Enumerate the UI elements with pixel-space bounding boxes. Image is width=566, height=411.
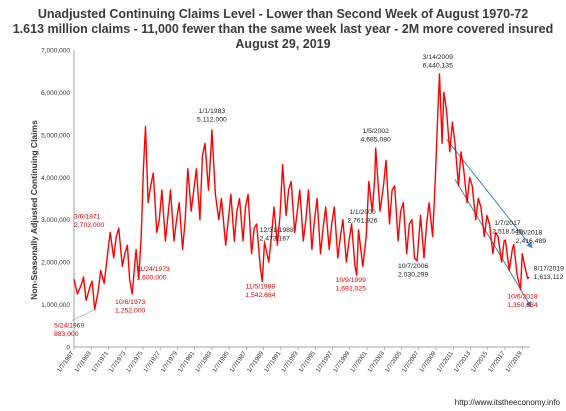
y-tick-label: 7,000,000 — [41, 48, 70, 55]
annotation-date: 5/24/1969 — [54, 323, 84, 330]
chart-date: August 29, 2019 — [235, 37, 331, 51]
annotation-value: 2,703,000 — [74, 222, 104, 229]
x-tick-label: 1/7/2019 — [504, 350, 524, 374]
annotation-date: 3/14/2009 — [423, 54, 453, 61]
annotation-value: 4,685,080 — [361, 137, 391, 144]
annotation-value: 1,613,112 — [534, 274, 564, 281]
y-tick-label: 0 — [66, 345, 70, 352]
annotation-value: 2,761,926 — [347, 217, 377, 224]
annotation-value: 2,030,299 — [398, 271, 428, 278]
annotation-date: 1/1/1983 — [199, 108, 226, 115]
claims-series-line — [73, 73, 530, 311]
annotation-value: 6,440,135 — [423, 62, 453, 69]
annotation-value: 1,542,684 — [245, 292, 275, 299]
annotation-date: 10/9/1999 — [336, 277, 366, 284]
annotation-value: 1,692,025 — [336, 286, 366, 293]
annotation-leader — [71, 309, 95, 321]
y-tick-label: 5,000,000 — [41, 132, 70, 139]
y-axis-label: Non-Seasonally Adjusted Continuing Claim… — [29, 120, 39, 300]
annotation: 1/1/1983 5,112,000 — [197, 108, 227, 124]
annotation-value: 883,000 — [54, 331, 79, 338]
annotation: 11/24/1973 1,600,000 — [136, 266, 170, 282]
annotation: 3/6/1971 2,703,000 — [74, 213, 104, 229]
chart-subtitle: 1.613 million claims - 11,000 fewer than… — [12, 22, 554, 36]
y-tick-label: 3,000,000 — [41, 217, 70, 224]
y-tick-label: 1,000,000 — [41, 302, 70, 309]
annotation-date: 11/5/1988 — [245, 284, 275, 291]
annotation-date: 3/6/1971 — [74, 213, 101, 220]
annotation-value: 1,600,000 — [136, 275, 166, 282]
annotation: 1/5/2002 4,685,080 — [361, 128, 391, 144]
annotation-date: 1/6/2018 — [516, 229, 543, 236]
annotation-value: 2,518,545 — [492, 229, 522, 236]
annotation-value: 2,473,167 — [260, 236, 290, 243]
annotation-date: 1/5/2002 — [362, 128, 389, 135]
annotation-date: 1/1/2000 — [349, 209, 376, 216]
annotation: 10/9/1999 1,692,025 — [336, 277, 366, 293]
annotation-value: 5,112,000 — [197, 117, 227, 124]
annotation: 1/6/2018 2,416,489 — [516, 229, 546, 245]
y-tick-label: 4,000,000 — [41, 175, 70, 182]
y-tick-label: 2,000,000 — [41, 260, 70, 267]
annotation-date: 1/7/2017 — [494, 220, 521, 227]
annotation-date: 10/6/1973 — [115, 299, 145, 306]
source-credit[interactable]: http://www.itstheeconomy.info — [454, 398, 560, 407]
x-axis: 1/7/19671/7/19691/7/19711/7/19731/7/1975… — [56, 346, 530, 374]
y-tick-label: 6,000,000 — [41, 90, 70, 97]
annotation-date: 10/6/2018 — [507, 294, 537, 301]
annotation: 1/7/2017 2,518,545 — [492, 220, 522, 236]
series-group — [73, 73, 530, 311]
annotation-date: 10/7/2006 — [398, 263, 428, 270]
annotation-value: 1,252,000 — [115, 307, 145, 314]
annotation-value: 1,350,834 — [507, 302, 537, 309]
chart-title: Unadjusted Continuing Claims Level - Low… — [37, 7, 529, 21]
annotation-value: 2,416,489 — [516, 238, 546, 245]
y-axis: 0 1,000,000 2,000,000 3,000,000 4,000,000 5,0… — [41, 48, 75, 352]
annotation-date: 11/24/1973 — [136, 266, 170, 273]
annotation-date: 8/17/2019 — [534, 266, 564, 273]
annotation: 12/31/1988 2,473,167 — [260, 227, 294, 243]
annotation-date: 12/31/1988 — [260, 227, 294, 234]
